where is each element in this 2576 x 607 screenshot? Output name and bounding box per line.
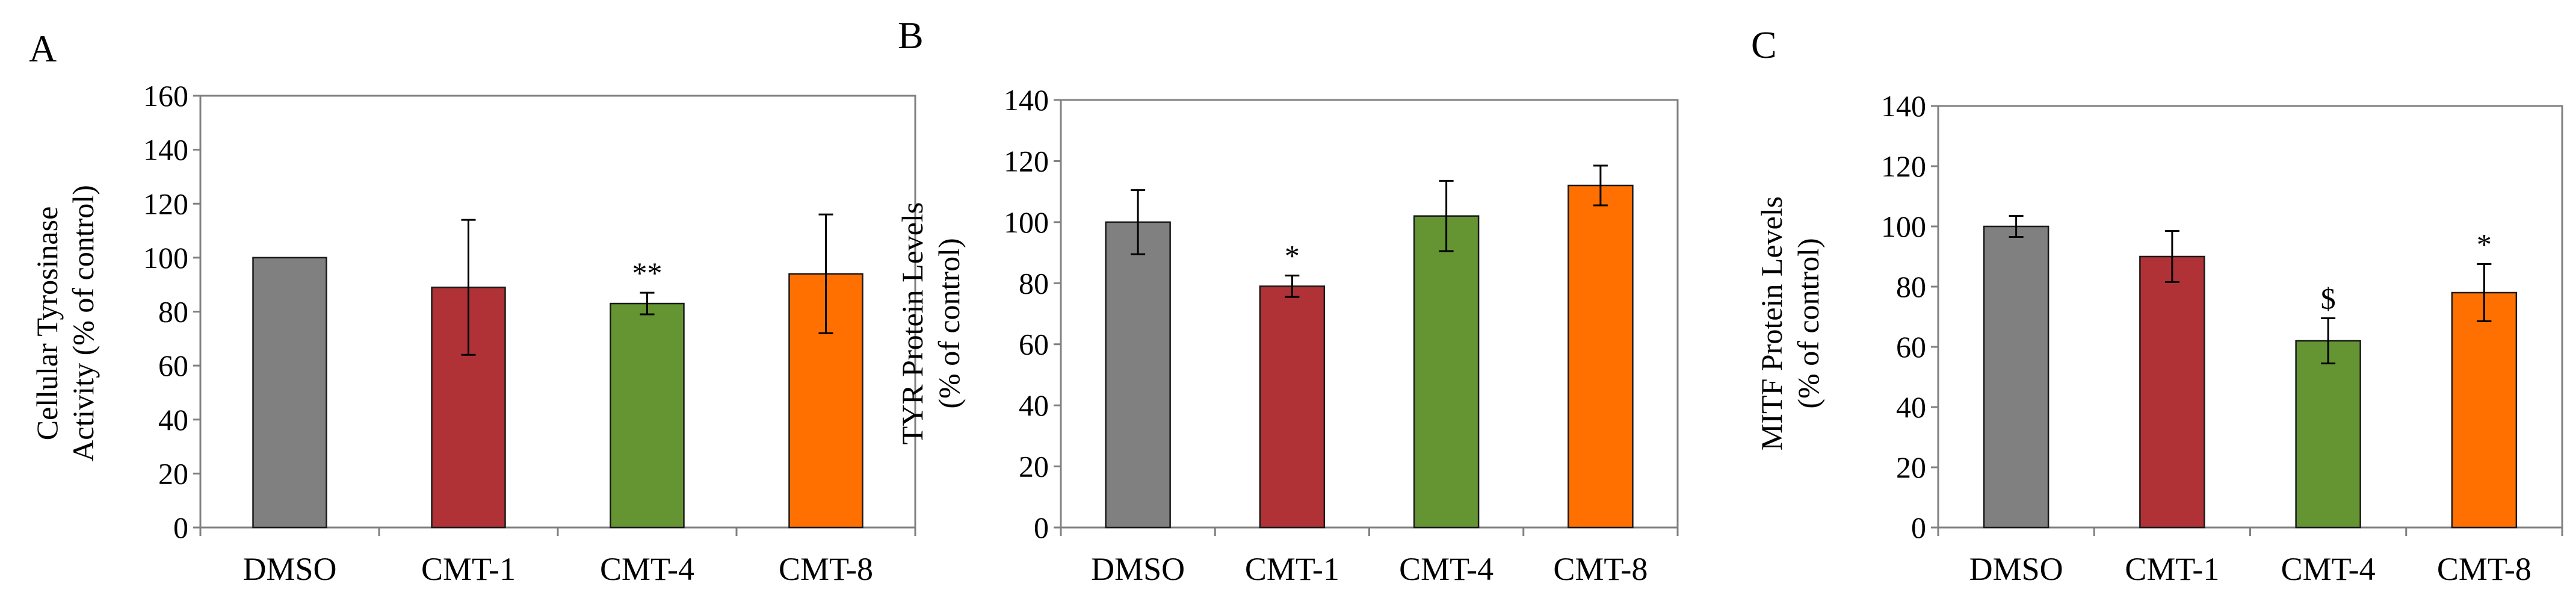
panel-letter-b: B — [898, 14, 924, 57]
bar-cmt-8 — [1568, 184, 1634, 529]
error-bar-dmso — [2009, 215, 2024, 238]
y-tick-label: 20 — [158, 456, 188, 490]
y-tick-label: 100 — [143, 241, 188, 275]
error-bar-dmso — [1131, 189, 1146, 255]
error-bar-cmt-8 — [2477, 263, 2492, 322]
y-ticks-c: 0 20 40 60 80 100 120 140 — [1881, 89, 2563, 544]
significance-marker: ** — [632, 256, 663, 290]
error-bar-cmt-8 — [818, 213, 833, 334]
y-ticks-a: 0 20 40 60 80 100 120 140 160 — [143, 79, 916, 544]
y-axis-title-b: TYR Protein Levels (% of control) — [895, 202, 966, 445]
y-tick-label: 20 — [1896, 450, 1926, 484]
category-label: DMSO — [1091, 551, 1185, 587]
category-label: CMT-8 — [2437, 551, 2531, 587]
bar-cmt-1 — [2139, 255, 2205, 529]
y-tick-label: 160 — [143, 79, 188, 113]
category-label: DMSO — [1969, 551, 2063, 587]
bar-cmt-8 — [2451, 291, 2518, 529]
category-label: DMSO — [242, 551, 336, 587]
category-label: CMT-4 — [1399, 551, 1493, 587]
error-bar-cmt-1 — [1285, 275, 1300, 298]
bar-dmso — [1105, 221, 1171, 529]
y-tick-label: 60 — [1019, 328, 1049, 361]
y-tick-label: 120 — [1004, 144, 1049, 178]
significance-marker: $ — [2321, 282, 2336, 316]
panel-a: A Cellular Tyrosinase Activity (% of con… — [29, 27, 916, 587]
y-axis-title-line-1: TYR Protein Levels — [895, 202, 929, 445]
y-ticks-b: 0 20 40 60 80 100 120 140 — [1004, 83, 1679, 544]
category-label: CMT-1 — [2125, 551, 2219, 587]
category-label: CMT-8 — [779, 551, 873, 587]
y-tick-label: 0 — [1911, 511, 1926, 544]
y-tick-label: 120 — [1881, 149, 1926, 183]
category-label: CMT-1 — [1245, 551, 1339, 587]
bars-b: * — [1105, 164, 1634, 529]
y-tick-label: 140 — [143, 133, 188, 167]
error-bar-cmt-8 — [1593, 164, 1608, 207]
y-axis-title-a: Cellular Tyrosinase Activity (% of contr… — [30, 185, 100, 462]
y-tick-label: 80 — [1896, 270, 1926, 304]
y-tick-label: 40 — [1019, 388, 1049, 422]
y-tick-label: 120 — [143, 187, 188, 220]
y-tick-label: 80 — [1019, 266, 1049, 300]
significance-marker: * — [2477, 228, 2492, 261]
category-label: CMT-8 — [1553, 551, 1648, 587]
category-labels-c: DMSO CMT-1 CMT-4 CMT-8 — [1969, 551, 2531, 587]
error-bar-cmt-1 — [2164, 230, 2179, 283]
significance-marker: * — [1285, 239, 1300, 273]
category-label: CMT-4 — [2281, 551, 2376, 587]
y-tick-label: 140 — [1881, 89, 1926, 123]
y-tick-label: 20 — [1019, 450, 1049, 484]
y-tick-label: 100 — [1881, 210, 1926, 243]
y-tick-label: 60 — [158, 349, 188, 382]
y-tick-label: 140 — [1004, 83, 1049, 117]
panel-b: B TYR Protein Levels (% of control) 0 20 4… — [895, 14, 1679, 587]
y-axis-title-line-2: (% of control) — [1791, 238, 1825, 408]
bar-dmso — [252, 257, 327, 529]
y-tick-label: 40 — [1896, 390, 1926, 424]
y-tick-label: 0 — [173, 511, 188, 544]
bar-dmso — [1983, 225, 2049, 529]
y-tick-label: 0 — [1034, 511, 1049, 544]
bar-cmt-4 — [610, 302, 685, 529]
category-labels-b: DMSO CMT-1 CMT-4 CMT-8 — [1091, 551, 1648, 587]
y-axis-title-c: MITF Protein Levels (% of control) — [1755, 196, 1825, 450]
category-label: CMT-4 — [600, 551, 694, 587]
error-bar-cmt-4 — [2321, 317, 2336, 364]
y-axis-title-line-2: Activity (% of control) — [66, 185, 100, 462]
y-tick-label: 100 — [1004, 205, 1049, 239]
panel-c: C MITF Protein Levels (% of control) 0 20… — [1751, 23, 2563, 587]
category-labels-a: DMSO CMT-1 CMT-4 CMT-8 — [242, 551, 873, 587]
panel-letter-c: C — [1751, 23, 1777, 66]
bar-cmt-4 — [2295, 340, 2361, 529]
bars-c: $* — [1983, 215, 2518, 529]
y-axis-title-line-1: Cellular Tyrosinase — [30, 207, 64, 441]
category-label: CMT-1 — [421, 551, 516, 587]
error-bar-cmt-4 — [1439, 179, 1454, 252]
panel-letter-a: A — [29, 27, 57, 70]
y-tick-label: 80 — [158, 295, 188, 329]
y-tick-label: 60 — [1896, 330, 1926, 364]
y-axis-title-line-1: MITF Protein Levels — [1755, 196, 1788, 450]
bar-cmt-4 — [1413, 215, 1480, 529]
bar-cmt-1 — [1259, 285, 1326, 529]
y-axis-title-line-2: (% of control) — [932, 238, 966, 408]
y-tick-label: 40 — [158, 403, 188, 437]
bars-a: ** — [252, 213, 863, 529]
error-bar-cmt-1 — [461, 219, 476, 356]
error-bar-cmt-4 — [640, 291, 655, 316]
